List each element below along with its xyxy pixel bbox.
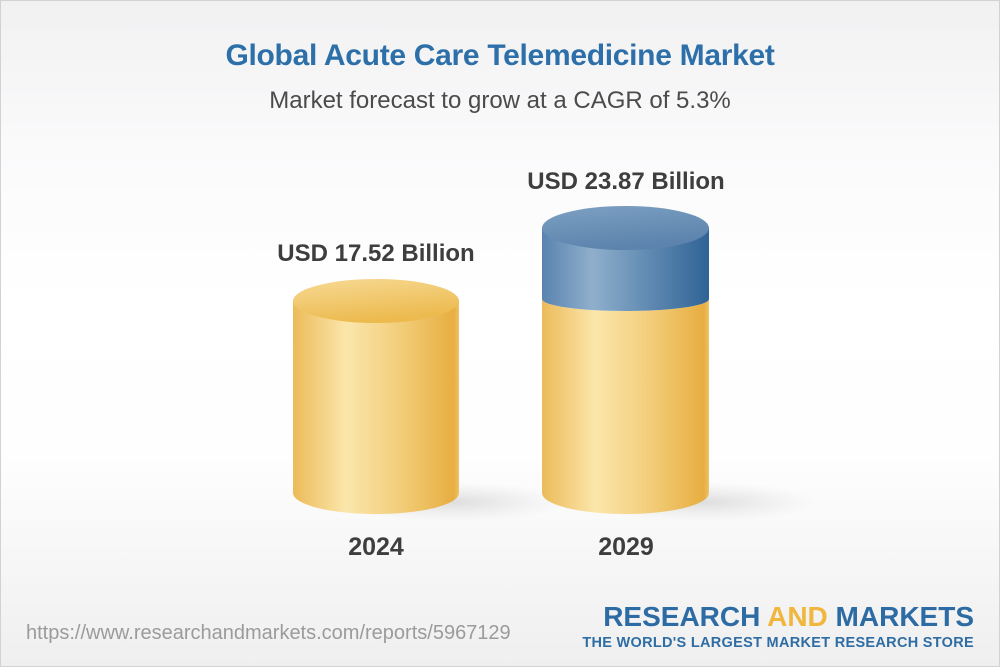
bar-2024-top xyxy=(293,279,459,323)
page-title: Global Acute Care Telemedicine Market xyxy=(225,39,775,72)
research-and-markets-logo: RESEARCH AND MARKETS THE WORLD'S LARGEST… xyxy=(582,603,974,651)
logo-tagline: THE WORLD'S LARGEST MARKET RESEARCH STOR… xyxy=(582,635,974,651)
logo-word-and: AND xyxy=(767,601,828,632)
value-label-2029: USD 23.87 Billion xyxy=(527,168,725,195)
report-url: https://www.researchandmarkets.com/repor… xyxy=(26,622,511,644)
logo-word-markets: MARKETS xyxy=(835,601,974,632)
logo-wordmark: RESEARCH AND MARKETS xyxy=(582,603,974,631)
value-label-2024: USD 17.52 Billion xyxy=(277,240,475,267)
bar-2029-growth-top xyxy=(542,206,709,250)
category-label-2029: 2029 xyxy=(598,533,654,561)
page-subtitle: Market forecast to grow at a CAGR of 5.3… xyxy=(269,87,731,114)
bar-2029-base-body xyxy=(542,299,709,514)
logo-word-research: RESEARCH xyxy=(603,601,761,632)
category-label-2024: 2024 xyxy=(348,533,404,561)
bar-2024-body xyxy=(293,301,459,514)
bar-2029-growth-body xyxy=(542,228,709,311)
chart-header: Global Acute Care Telemedicine Market Ma… xyxy=(1,1,999,115)
